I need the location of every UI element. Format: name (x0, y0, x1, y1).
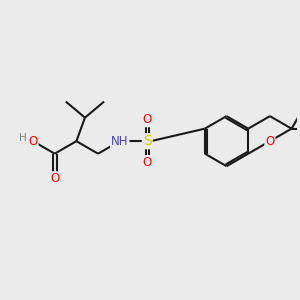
Text: O: O (265, 135, 274, 148)
Text: O: O (142, 113, 152, 126)
Text: O: O (50, 172, 59, 185)
Text: S: S (143, 134, 152, 148)
Text: O: O (28, 135, 38, 148)
Text: H: H (20, 133, 27, 142)
Text: NH: NH (111, 135, 128, 148)
Text: O: O (142, 156, 152, 169)
